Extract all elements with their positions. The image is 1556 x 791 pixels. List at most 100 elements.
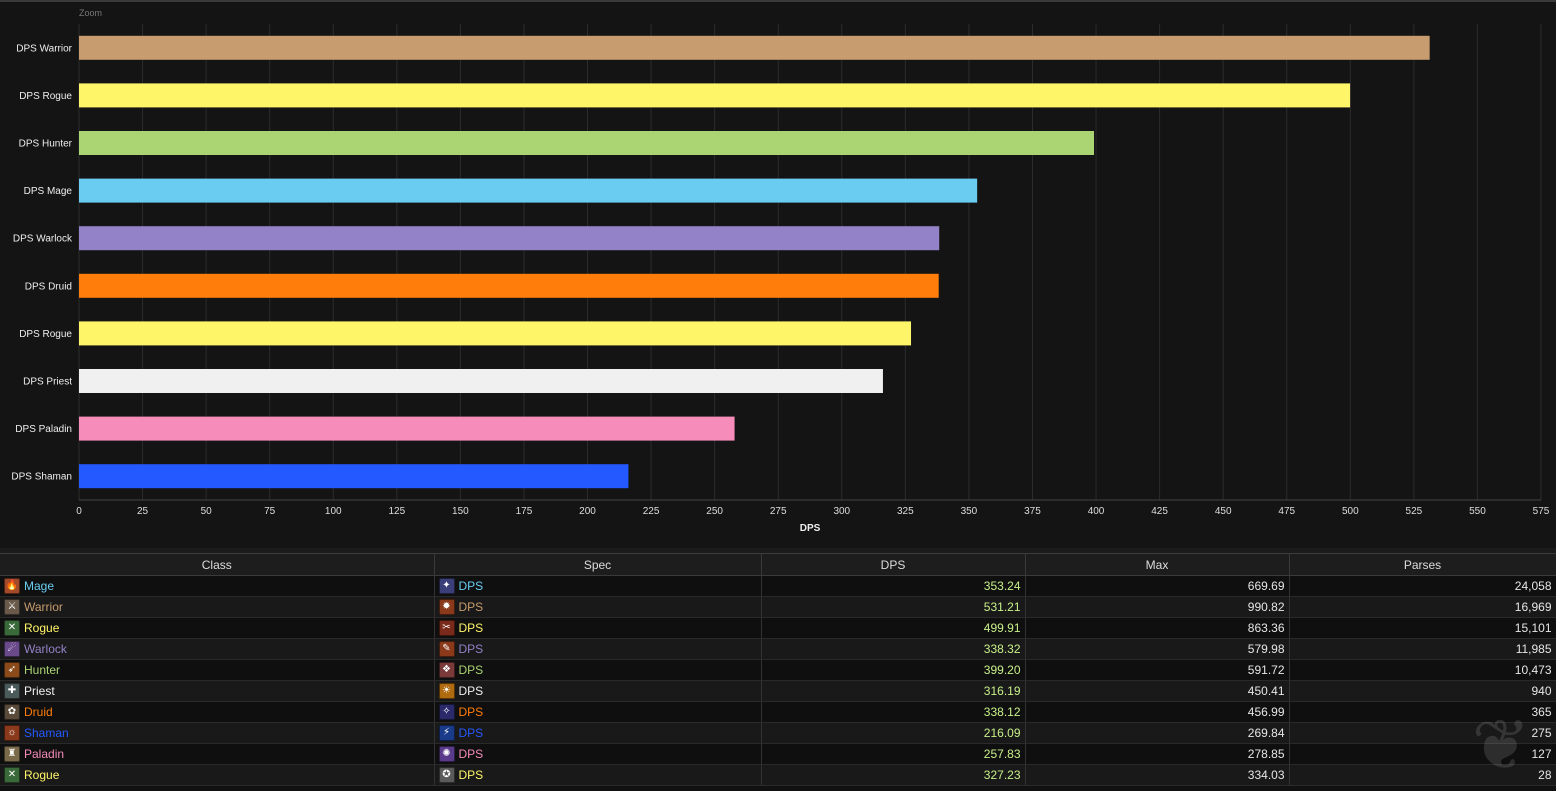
table-row[interactable]: ♜ Paladin ✺ DPS 257.83 278.85 127 — [0, 743, 1556, 765]
dps-value: 338.32 — [761, 638, 1026, 660]
table-row[interactable]: ✕ Rogue ✂ DPS 499.91 863.36 15,101 — [0, 617, 1556, 639]
class-cell[interactable]: ✕ Rogue — [0, 617, 435, 639]
dps-chart-panel: Zoom 0 25 50 75 100 125 150 175 200 225 250 275 300 32… — [0, 0, 1556, 534]
class-name[interactable]: Warrior — [24, 600, 63, 614]
spec-cell[interactable]: ✹ DPS — [434, 596, 762, 618]
class-name[interactable]: Druid — [24, 705, 53, 719]
x-tick-label: 0 — [76, 506, 82, 517]
spec-name[interactable]: DPS — [458, 579, 484, 593]
spec-name[interactable]: DPS — [458, 663, 484, 677]
class-cell[interactable]: ✚ Priest — [0, 680, 435, 702]
spec-name[interactable]: DPS — [458, 621, 484, 635]
table-row[interactable]: ☄ Warlock ✎ DPS 338.32 579.98 11,985 — [0, 638, 1556, 660]
table-row[interactable]: 🔥 Mage ✦ DPS 353.24 669.69 24,058 — [0, 575, 1556, 597]
spec-name[interactable]: DPS — [458, 705, 484, 719]
spec-name[interactable]: DPS — [458, 642, 484, 656]
x-tick-label: 50 — [201, 506, 213, 517]
spec-name[interactable]: DPS — [458, 726, 484, 740]
spec-cell[interactable]: ✺ DPS — [434, 743, 762, 765]
dps-value: 338.12 — [761, 701, 1026, 723]
column-header-class[interactable]: Class — [0, 554, 435, 576]
priest-spec-icon: ☀ — [438, 683, 455, 699]
class-name[interactable]: Rogue — [24, 621, 60, 635]
parses-value: 127 — [1289, 743, 1556, 765]
class-cell[interactable]: ♜ Paladin — [0, 743, 435, 765]
column-header-dps[interactable]: DPS — [761, 554, 1026, 576]
column-header-max[interactable]: Max — [1025, 554, 1290, 576]
zoom-label: Zoom — [79, 8, 102, 18]
table-row[interactable]: ✚ Priest ☀ DPS 316.19 450.41 940 — [0, 680, 1556, 702]
table-row[interactable]: ✿ Druid ✧ DPS 338.12 456.99 365 — [0, 701, 1556, 723]
y-category-label: DPS Warlock — [13, 234, 73, 245]
mage-icon: 🔥 — [4, 578, 20, 594]
class-cell[interactable]: ✕ Rogue — [0, 764, 435, 786]
bar — [79, 226, 940, 251]
table-row[interactable]: ✕ Rogue ✪ DPS 327.23 334.03 28 — [0, 764, 1556, 786]
spec-cell[interactable]: ❖ DPS — [434, 659, 762, 681]
table-row[interactable]: ⚔ Warrior ✹ DPS 531.21 990.82 16,969 — [0, 596, 1556, 618]
dps-value: 316.19 — [761, 680, 1026, 702]
x-tick-label: 500 — [1342, 506, 1359, 517]
class-name[interactable]: Warlock — [24, 642, 67, 656]
class-cell[interactable]: ✿ Druid — [0, 701, 435, 723]
column-header-spec[interactable]: Spec — [434, 554, 762, 576]
class-name[interactable]: Mage — [24, 579, 55, 593]
x-tick-label: 550 — [1469, 506, 1486, 517]
x-tick-label: 400 — [1088, 506, 1105, 517]
y-category-label: DPS Warrior — [16, 43, 72, 54]
bar — [79, 273, 939, 298]
x-tick-label: 350 — [961, 506, 978, 517]
class-name[interactable]: Paladin — [24, 747, 65, 761]
x-tick-label: 175 — [516, 506, 533, 517]
class-cell[interactable]: ➶ Hunter — [0, 659, 435, 681]
dps-value: 353.24 — [761, 575, 1026, 597]
x-tick-label: 200 — [579, 506, 596, 517]
paladin-spec-icon: ✺ — [438, 746, 455, 762]
table-row[interactable]: ➶ Hunter ❖ DPS 399.20 591.72 10,473 — [0, 659, 1556, 681]
max-value: 334.03 — [1025, 764, 1290, 786]
class-cell[interactable]: ☼ Shaman — [0, 722, 435, 744]
class-cell[interactable]: ☄ Warlock — [0, 638, 435, 660]
class-name[interactable]: Priest — [24, 684, 55, 698]
watermark-feather-icon: ❦ — [1471, 706, 1531, 784]
max-value: 456.99 — [1025, 701, 1290, 723]
y-category-label: DPS Shaman — [11, 472, 72, 483]
spec-name[interactable]: DPS — [458, 768, 484, 782]
spec-name[interactable]: DPS — [458, 600, 484, 614]
parses-value: 275 — [1289, 722, 1556, 744]
spec-cell[interactable]: ✧ DPS — [434, 701, 762, 723]
x-tick-label: 250 — [706, 506, 723, 517]
max-value: 579.98 — [1025, 638, 1290, 660]
x-tick-label: 450 — [1215, 506, 1232, 517]
class-dps-table-panel: Class Spec DPS Max Parses 🔥 Mage ✦ DPS 353.2… — [0, 553, 1556, 791]
parses-value: 10,473 — [1289, 659, 1556, 681]
spec-name[interactable]: DPS — [458, 747, 484, 761]
class-dps-table: Class Spec DPS Max Parses 🔥 Mage ✦ DPS 353.2… — [0, 554, 1556, 786]
column-header-parses[interactable]: Parses — [1289, 554, 1556, 576]
x-tick-label: 100 — [325, 506, 342, 517]
spec-name[interactable]: DPS — [458, 684, 484, 698]
x-axis-title: DPS — [800, 523, 821, 534]
class-name[interactable]: Shaman — [24, 726, 69, 740]
parses-value: 940 — [1289, 680, 1556, 702]
class-cell[interactable]: 🔥 Mage — [0, 575, 435, 597]
spec-cell[interactable]: ✦ DPS — [434, 575, 762, 597]
dps-value: 257.83 — [761, 743, 1026, 765]
bar — [79, 464, 629, 489]
spec-cell[interactable]: ⚡ DPS — [434, 722, 762, 744]
dps-value: 216.09 — [761, 722, 1026, 744]
x-tick-label: 225 — [643, 506, 660, 517]
parses-value: 24,058 — [1289, 575, 1556, 597]
y-category-label: DPS Mage — [24, 186, 73, 197]
spec-cell[interactable]: ☀ DPS — [434, 680, 762, 702]
y-category-label: DPS Priest — [23, 377, 72, 388]
class-name[interactable]: Hunter — [24, 663, 61, 677]
spec-cell[interactable]: ✎ DPS — [434, 638, 762, 660]
class-cell[interactable]: ⚔ Warrior — [0, 596, 435, 618]
max-value: 591.72 — [1025, 659, 1290, 681]
x-tick-label: 75 — [264, 506, 276, 517]
spec-cell[interactable]: ✪ DPS — [434, 764, 762, 786]
table-row[interactable]: ☼ Shaman ⚡ DPS 216.09 269.84 275 — [0, 722, 1556, 744]
spec-cell[interactable]: ✂ DPS — [434, 617, 762, 639]
class-name[interactable]: Rogue — [24, 768, 60, 782]
